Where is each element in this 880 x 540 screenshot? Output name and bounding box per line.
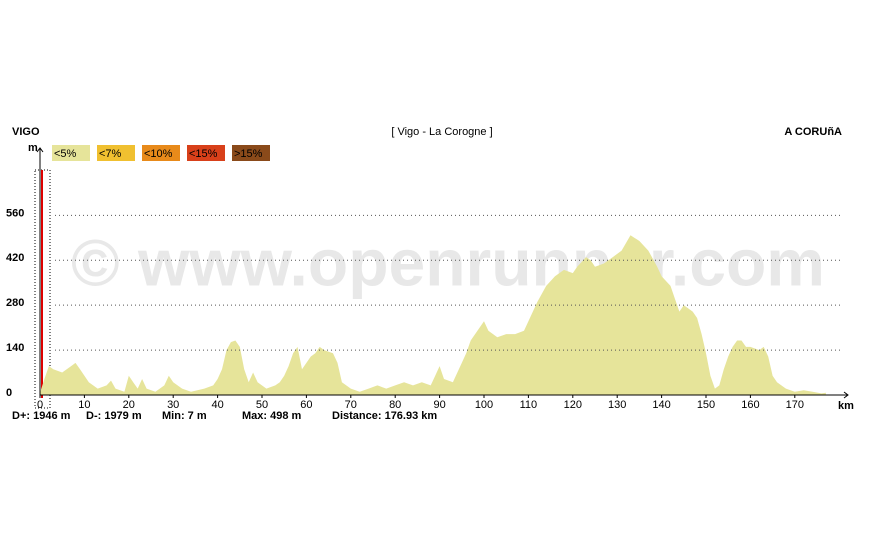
x-tick-label: 80 bbox=[389, 399, 401, 411]
y-tick-label: 0 bbox=[6, 387, 12, 399]
stat: Min: 7 m bbox=[162, 410, 207, 422]
start-label: VIGO bbox=[12, 126, 40, 138]
x-tick-label: 130 bbox=[608, 399, 626, 411]
x-tick-label: 70 bbox=[345, 399, 357, 411]
x-tick-label: 0 bbox=[37, 399, 43, 411]
x-tick-label: 60 bbox=[300, 399, 312, 411]
x-tick-label: 160 bbox=[741, 399, 759, 411]
x-tick-label: 110 bbox=[520, 399, 538, 411]
stat: D+: 1946 m bbox=[12, 410, 71, 422]
x-tick-label: 50 bbox=[256, 399, 268, 411]
legend-label: <7% bbox=[99, 148, 122, 160]
chart-title: [ Vigo - La Corogne ] bbox=[391, 126, 492, 138]
legend-swatch bbox=[97, 145, 135, 161]
start-marker-box bbox=[34, 169, 51, 409]
legend-swatch bbox=[142, 145, 180, 161]
stat: Distance: 176.93 km bbox=[332, 410, 437, 422]
y-tick-label: 140 bbox=[6, 342, 24, 354]
x-tick-label: 140 bbox=[652, 399, 670, 411]
x-tick-label: 100 bbox=[475, 399, 493, 411]
x-tick-label: 30 bbox=[167, 399, 179, 411]
legend-label: <15% bbox=[189, 148, 218, 160]
y-tick-label: 420 bbox=[6, 252, 24, 264]
x-tick-label: 150 bbox=[697, 399, 715, 411]
x-axis-arrow bbox=[843, 391, 849, 399]
watermark: © www.openrunner.com bbox=[71, 225, 825, 299]
stat: D-: 1979 m bbox=[86, 410, 142, 422]
legend-label: <5% bbox=[54, 148, 77, 160]
x-tick-label: 20 bbox=[123, 399, 135, 411]
x-tick-label: 170 bbox=[786, 399, 804, 411]
elevation-area bbox=[40, 235, 826, 395]
legend-swatch bbox=[187, 145, 225, 161]
x-tick-label: 10 bbox=[78, 399, 90, 411]
y-axis-arrow bbox=[36, 147, 44, 153]
x-tick-label: 40 bbox=[211, 399, 223, 411]
stat: Max: 498 m bbox=[242, 410, 302, 422]
x-tick-label: 90 bbox=[433, 399, 445, 411]
legend-label: >15% bbox=[234, 148, 263, 160]
x-axis-label: km bbox=[838, 400, 854, 412]
y-axis-label: m bbox=[28, 142, 38, 154]
legend-swatch bbox=[52, 145, 90, 161]
y-tick-label: 560 bbox=[6, 207, 24, 219]
y-tick-label: 280 bbox=[6, 297, 24, 309]
x-tick-label: 120 bbox=[564, 399, 582, 411]
end-label: A CORUñA bbox=[784, 126, 842, 138]
legend-swatch bbox=[232, 145, 270, 161]
legend-label: <10% bbox=[144, 148, 173, 160]
